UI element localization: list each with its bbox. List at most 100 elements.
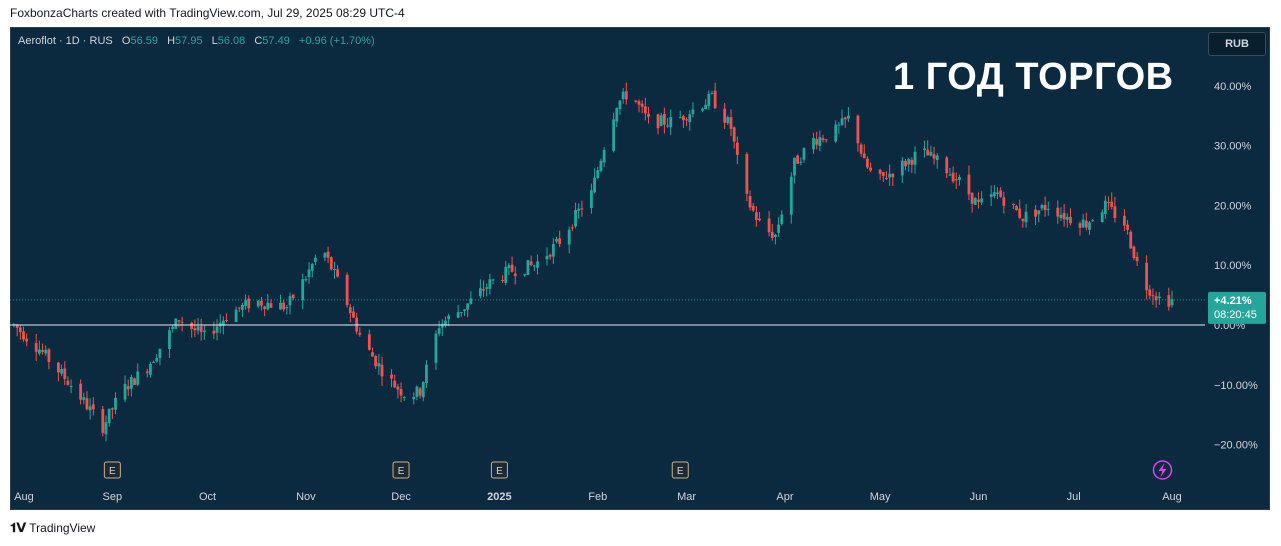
candle-body: [713, 90, 717, 109]
candle-body: [859, 144, 863, 154]
candle-body: [260, 300, 263, 306]
candle-body: [421, 382, 425, 398]
candle: [748, 190, 752, 211]
candle-body: [637, 101, 641, 105]
candle-body: [824, 139, 828, 141]
candle: [158, 348, 162, 366]
candle-body: [291, 294, 295, 299]
candle-body: [279, 302, 282, 310]
candle: [390, 369, 393, 388]
candle: [418, 387, 422, 399]
candle: [491, 278, 495, 285]
candle: [907, 157, 911, 172]
candle-body: [18, 327, 22, 333]
chart-panel[interactable]: [10, 27, 1270, 510]
candle: [647, 106, 650, 124]
candle-body: [60, 368, 63, 374]
candle: [333, 261, 336, 279]
candle: [101, 406, 105, 437]
candle: [488, 273, 492, 295]
candle: [313, 254, 317, 266]
candle-body: [1107, 202, 1110, 204]
candle: [745, 152, 749, 201]
symbol-label[interactable]: Aeroflot · 1D · RUS: [18, 35, 113, 47]
candle-body: [1126, 224, 1129, 230]
candle: [466, 303, 470, 318]
brand-label: TradingView: [29, 521, 96, 535]
candle-body: [1078, 223, 1082, 228]
candle: [88, 398, 92, 420]
candle-body: [723, 108, 727, 123]
candle-body: [82, 397, 86, 400]
candle-body: [555, 239, 558, 242]
candle: [402, 395, 406, 401]
candle-body: [1129, 231, 1133, 249]
candle-body: [529, 261, 533, 266]
candle-body: [881, 172, 885, 177]
candle: [377, 353, 381, 375]
candle: [444, 316, 447, 328]
candle: [637, 99, 641, 113]
candle: [996, 187, 999, 200]
candle-body: [640, 103, 644, 107]
candle: [1059, 207, 1063, 221]
candle-body: [888, 173, 892, 178]
candle-body: [66, 380, 70, 385]
candle-body: [891, 173, 895, 178]
candle-body: [390, 374, 393, 379]
candle-body: [789, 176, 793, 215]
candle-body: [221, 320, 225, 325]
candle-body: [333, 269, 336, 271]
candle-body: [840, 118, 844, 125]
candle-body: [618, 100, 622, 110]
candle: [129, 374, 133, 397]
candle-body: [989, 194, 993, 197]
candle-body: [932, 154, 936, 159]
candle-body: [444, 320, 447, 326]
candle: [1037, 210, 1041, 223]
x-tick-label: Mar: [677, 491, 696, 503]
earnings-marker-box: [103, 461, 121, 479]
candle: [307, 262, 311, 284]
earnings-marker-label: E: [677, 466, 684, 477]
candle: [501, 275, 504, 283]
candle: [1167, 287, 1171, 311]
candle-body: [193, 328, 197, 331]
candle-body: [856, 115, 860, 144]
candle-body: [88, 406, 92, 411]
candle-body: [929, 151, 933, 156]
lightning-icon: [1158, 463, 1167, 477]
candle: [1065, 213, 1069, 228]
candle: [929, 145, 933, 157]
candle: [399, 382, 403, 403]
candle: [355, 313, 359, 335]
candle: [958, 174, 961, 186]
candle-body: [1018, 208, 1022, 218]
open-label: O: [121, 35, 131, 47]
candle: [726, 115, 730, 125]
candle: [1135, 252, 1139, 266]
currency-button[interactable]: RUB: [1208, 32, 1266, 56]
candle: [456, 304, 460, 319]
candle-body: [536, 261, 539, 268]
candle: [266, 294, 270, 311]
candle: [590, 183, 593, 214]
candle-body: [301, 279, 305, 301]
candle-body: [659, 115, 663, 126]
candle-body: [310, 264, 314, 271]
candle: [190, 321, 194, 338]
x-tick-label: Aug: [14, 491, 34, 503]
open-value: 56.59: [130, 35, 159, 47]
candle-body: [793, 157, 796, 176]
candle-body: [1034, 209, 1037, 217]
candle: [463, 309, 466, 316]
candle-body: [459, 312, 463, 314]
candle-body: [326, 251, 330, 258]
candle: [1056, 200, 1060, 224]
candle-body: [491, 279, 495, 281]
tradingview-brand[interactable]: 𝟏𝗩 TradingView: [10, 520, 95, 536]
candle: [79, 379, 83, 405]
candle-body: [1103, 200, 1107, 214]
candle-body: [954, 179, 958, 181]
